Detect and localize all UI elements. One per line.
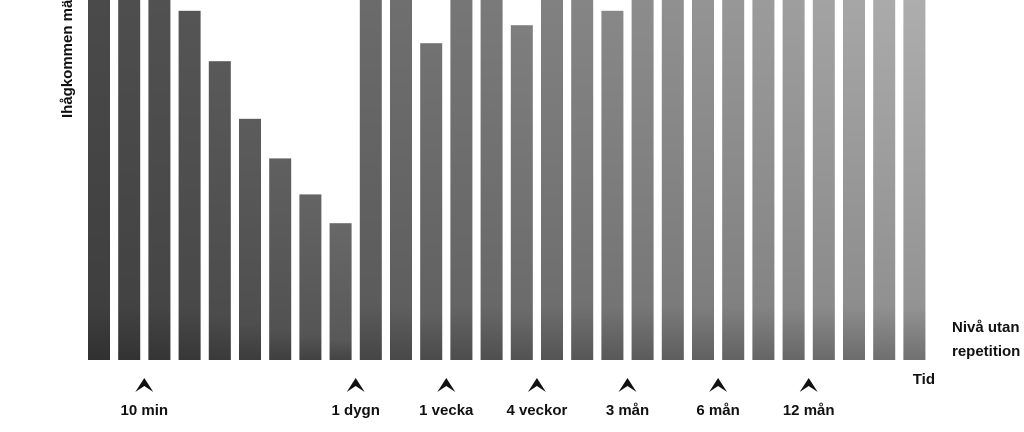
bar-shade (510, 25, 533, 360)
x-tick-label: 3 mån (606, 402, 649, 419)
bar-shade (88, 0, 110, 360)
bar-shade (269, 158, 292, 360)
baseline-label: repetition (952, 343, 1020, 360)
bar-shade (782, 0, 805, 360)
bar-shade (903, 0, 926, 360)
marker-arrow (618, 378, 637, 392)
x-tick-label: 1 vecka (419, 402, 474, 419)
bar-shade (208, 61, 231, 360)
bar-shade (359, 0, 382, 360)
baseline-label: Nivå utan (952, 319, 1020, 336)
bar-shade (571, 0, 594, 360)
bar-shade (329, 223, 352, 360)
bar-shade (390, 0, 412, 360)
x-tick-label: 10 min (121, 402, 169, 419)
marker-arrow (799, 378, 818, 392)
bar-shade (239, 118, 261, 360)
x-tick-label: 1 dygn (332, 402, 380, 419)
bar-shade (722, 0, 745, 360)
bar-shade (812, 0, 835, 360)
y-axis-label: Ihågkommen mä (59, 0, 76, 118)
bar-shade (601, 10, 624, 361)
bar-shade (843, 0, 865, 360)
x-tick-label: 6 mån (696, 402, 739, 419)
bar-shade (148, 0, 171, 360)
bar-shade (873, 0, 896, 360)
bar-shade (661, 0, 684, 360)
bar-shade (299, 194, 322, 360)
bar-shade (631, 0, 654, 360)
marker-arrow (437, 378, 456, 392)
marker-arrow (527, 378, 546, 392)
marker-arrow (135, 378, 154, 392)
marker-arrow (709, 378, 728, 392)
bar-shade (450, 0, 473, 360)
x-tick-label: 4 veckor (506, 402, 567, 419)
x-axis-label: Tid (913, 371, 935, 388)
bar-shade (420, 43, 443, 360)
bar-shade (692, 0, 714, 360)
bar-shade (178, 10, 201, 361)
bar-shade (752, 0, 775, 360)
x-tick-label: 12 mån (783, 402, 835, 419)
marker-arrow (346, 378, 365, 392)
bar-shade (118, 0, 141, 360)
bar-shade (480, 0, 503, 360)
bar-shade (541, 0, 563, 360)
